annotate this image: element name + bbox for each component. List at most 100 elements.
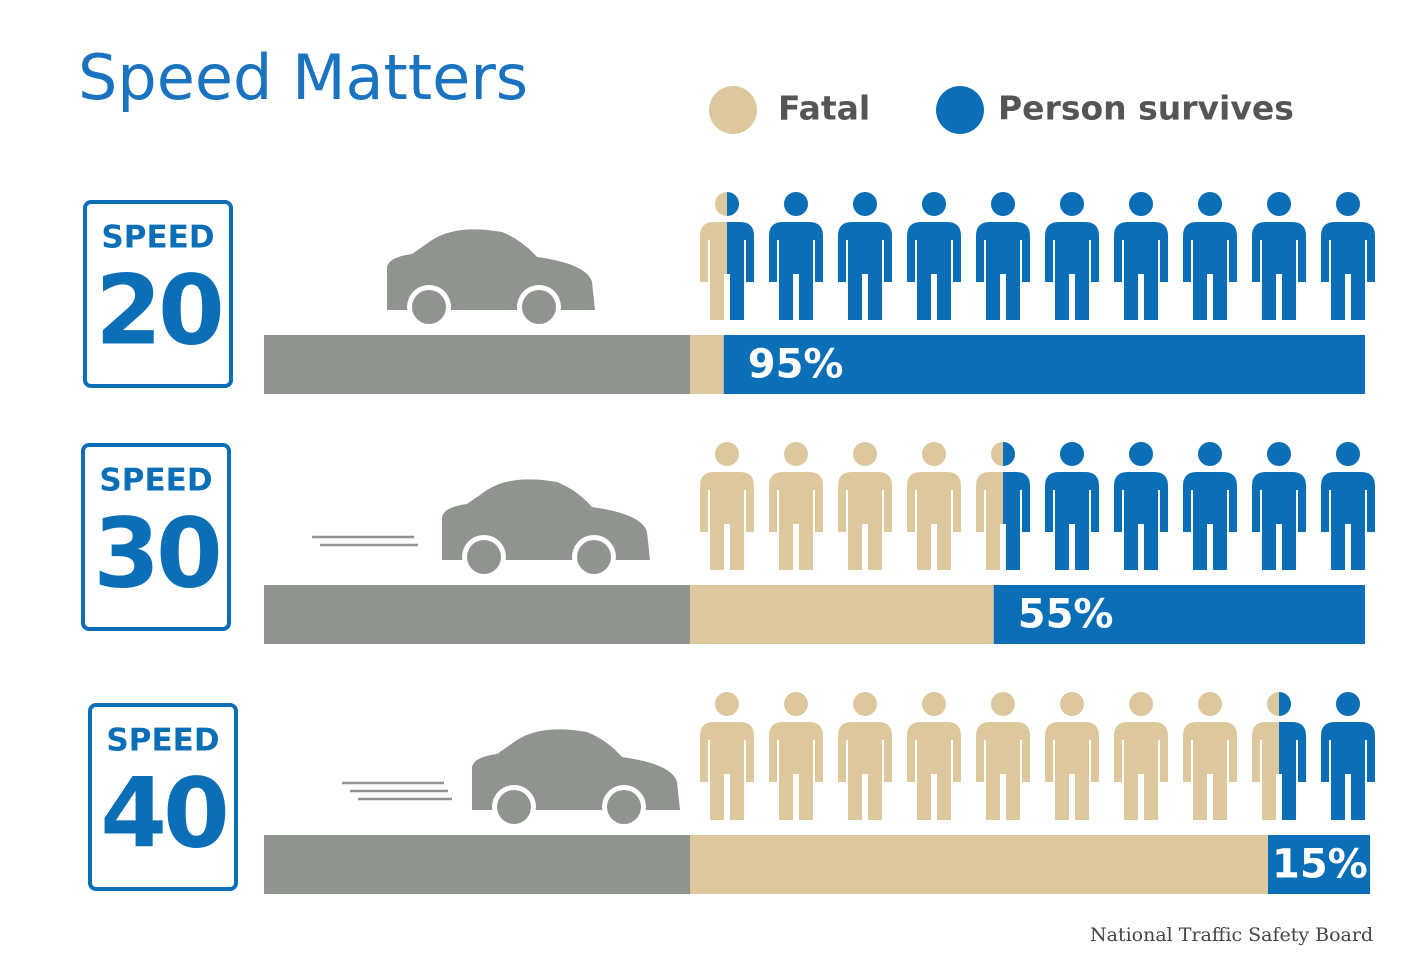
source: National Traffic Safety Board — [1090, 924, 1373, 946]
person-icon — [769, 442, 823, 570]
survivors — [1003, 442, 1375, 570]
road-bar — [264, 335, 690, 394]
person-head — [1129, 692, 1153, 716]
person-head — [853, 442, 877, 466]
person-body — [1114, 222, 1168, 320]
person-body — [838, 722, 892, 820]
person-body — [1321, 722, 1375, 820]
speed-sign — [81, 443, 231, 631]
person-head — [853, 192, 877, 216]
person-body — [1252, 222, 1306, 320]
survivors — [1279, 692, 1375, 820]
sign-text: SPEED — [101, 220, 214, 256]
fatal-bar — [690, 835, 1268, 894]
person-head — [727, 192, 739, 216]
car-wheel — [522, 290, 556, 324]
person-head — [1060, 692, 1084, 716]
person-body — [769, 222, 823, 320]
person-icon — [727, 192, 754, 320]
car — [472, 729, 680, 829]
person-body — [1279, 722, 1306, 820]
person-icon — [1321, 692, 1375, 820]
person-body — [1252, 472, 1306, 570]
person-icon — [700, 442, 754, 570]
legend-swatch — [936, 86, 984, 134]
person-icon — [1321, 192, 1375, 320]
person-icon — [976, 692, 1030, 820]
person-body — [907, 472, 961, 570]
sign-text: SPEED — [99, 463, 212, 499]
person-body — [1183, 472, 1237, 570]
person-head — [991, 192, 1015, 216]
person-icon — [838, 692, 892, 820]
car-wheel — [497, 790, 531, 824]
person-body — [1003, 472, 1030, 570]
person-icon — [1183, 442, 1237, 570]
person-head — [991, 692, 1015, 716]
chart-title: Speed Matters — [78, 41, 528, 114]
person-icon — [838, 192, 892, 320]
survive-bar — [1268, 835, 1370, 894]
legend-label: Fatal — [778, 89, 870, 128]
person-body — [838, 222, 892, 320]
person-head — [1003, 442, 1015, 466]
person-icon — [907, 692, 961, 820]
person-body — [700, 722, 754, 820]
person-icon — [1045, 192, 1099, 320]
person-head — [922, 692, 946, 716]
person-icon — [1045, 442, 1099, 570]
person-icon — [907, 442, 961, 570]
person-icon — [976, 192, 1030, 320]
person-head — [784, 442, 808, 466]
person-body — [907, 222, 961, 320]
person-head — [922, 442, 946, 466]
car-wheel — [467, 540, 501, 574]
person-icon — [769, 192, 823, 320]
person-head — [784, 692, 808, 716]
person-head — [1129, 192, 1153, 216]
legend-swatch — [709, 86, 757, 134]
person-head — [1060, 442, 1084, 466]
road-bar — [264, 585, 690, 644]
speed-sign — [83, 200, 233, 388]
person-icon — [1045, 692, 1099, 820]
speed-value: 40 — [100, 757, 226, 869]
person-body — [769, 722, 823, 820]
fatal-bar — [690, 335, 724, 394]
car — [442, 479, 650, 579]
car-wheel — [412, 290, 446, 324]
person-icon — [1252, 192, 1306, 320]
fatal-bar — [690, 585, 994, 644]
speed-sign — [88, 703, 238, 891]
person-body — [1321, 472, 1375, 570]
survivors — [727, 192, 1375, 320]
person-icon — [1114, 692, 1168, 820]
person-icon — [700, 692, 754, 820]
legend-label: Person survives — [998, 89, 1294, 128]
person-head — [1279, 692, 1291, 716]
person-icon — [907, 192, 961, 320]
sign-text: SPEED — [106, 723, 219, 759]
person-head — [1336, 192, 1360, 216]
value-label: 15% — [1272, 842, 1368, 888]
person-head — [715, 692, 739, 716]
value-label: 55% — [1018, 592, 1114, 638]
person-body — [976, 722, 1030, 820]
person-head — [1267, 442, 1291, 466]
car-wheel — [607, 790, 641, 824]
person-body — [1114, 722, 1168, 820]
person-head — [1336, 442, 1360, 466]
person-body — [976, 222, 1030, 320]
person-icon — [838, 442, 892, 570]
person-icon — [1183, 692, 1237, 820]
person-body — [838, 472, 892, 570]
person-body — [1321, 222, 1375, 320]
road-bar — [264, 835, 690, 894]
person-head — [1267, 192, 1291, 216]
person-body — [1183, 722, 1237, 820]
person-head — [715, 442, 739, 466]
person-icon — [1003, 442, 1030, 570]
person-icon — [769, 692, 823, 820]
person-head — [853, 692, 877, 716]
